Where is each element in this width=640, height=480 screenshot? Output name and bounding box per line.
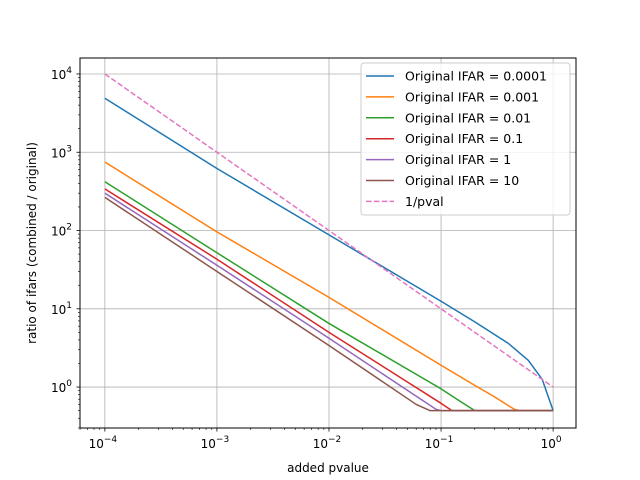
legend-label-5: Original IFAR = 10 <box>405 173 519 188</box>
y-tick-label-exponent: 4 <box>66 66 72 76</box>
y-tick-label: 102 <box>51 223 72 239</box>
y-tick-label: 103 <box>51 144 72 160</box>
y-axis-label: ratio of ifars (combined / original) <box>25 142 39 344</box>
x-tick-label-base: 10 <box>425 437 440 451</box>
series-line-0 <box>104 97 554 411</box>
plot-frame <box>79 57 577 429</box>
x-tick-label-base: 10 <box>201 437 216 451</box>
y-tick-label-base: 10 <box>51 303 66 317</box>
y-tick-label-base: 10 <box>51 381 66 395</box>
x-tick-label-exponent: −3 <box>216 435 229 445</box>
series-line-6 <box>104 73 554 388</box>
x-tick-label-exponent: −1 <box>440 435 453 445</box>
x-tick-label: 10−4 <box>89 435 118 451</box>
legend-label-3: Original IFAR = 0.1 <box>405 131 523 146</box>
y-tick-label-exponent: 3 <box>66 144 72 154</box>
legend-label-4: Original IFAR = 1 <box>405 152 511 167</box>
x-tick-label-exponent: −4 <box>104 435 118 445</box>
series-line-5 <box>104 196 554 412</box>
legend-label-2: Original IFAR = 0.01 <box>405 110 531 125</box>
legend-label-0: Original IFAR = 0.0001 <box>405 69 547 84</box>
y-tick-label-exponent: 2 <box>66 223 72 233</box>
y-tick-label: 101 <box>51 301 72 317</box>
x-tick-label-base: 10 <box>541 437 556 451</box>
y-tick-label-base: 10 <box>51 225 66 239</box>
x-tick-label-exponent: −2 <box>328 435 341 445</box>
y-tick-label: 104 <box>51 66 72 82</box>
y-tick-label-exponent: 0 <box>66 379 72 389</box>
x-tick-label: 10−1 <box>425 435 454 451</box>
x-axis-label: added pvalue <box>287 461 369 475</box>
legend-label-1: Original IFAR = 0.001 <box>405 89 539 104</box>
x-tick-label: 10−2 <box>313 435 342 451</box>
x-tick-label: 10−3 <box>201 435 230 451</box>
y-tick-label: 100 <box>51 379 72 395</box>
legend: Original IFAR = 0.0001 Original IFAR = 0.… <box>360 62 571 216</box>
x-tick-label-base: 10 <box>313 437 328 451</box>
y-tick-label-exponent: 1 <box>66 301 72 311</box>
legend-items: Original IFAR = 0.0001 Original IFAR = 0.… <box>366 69 547 209</box>
x-tick-label: 100 <box>541 435 562 451</box>
x-tick-label-exponent: 0 <box>556 435 562 445</box>
y-tick-label-base: 10 <box>51 146 66 160</box>
y-tick-label-base: 10 <box>51 68 66 82</box>
legend-label-6: 1/pval <box>405 194 444 209</box>
series-layer <box>104 73 554 412</box>
x-tick-label-base: 10 <box>89 437 104 451</box>
legend-frame <box>360 62 571 216</box>
